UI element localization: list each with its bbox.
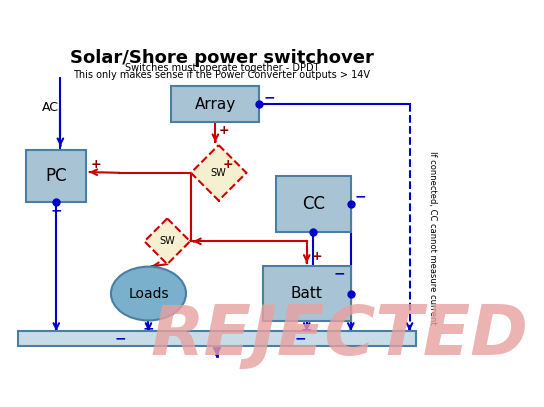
Text: +: + [223, 158, 234, 171]
Text: +: + [218, 124, 229, 137]
FancyBboxPatch shape [276, 176, 351, 232]
Text: This only makes sense if the Power Converter outputs > 14V: This only makes sense if the Power Conve… [73, 70, 370, 80]
Text: CC: CC [302, 195, 325, 213]
Polygon shape [144, 219, 190, 264]
Text: +: + [91, 158, 102, 171]
Text: Batt: Batt [291, 286, 323, 301]
Polygon shape [191, 145, 246, 201]
Text: SW: SW [159, 236, 175, 246]
Text: −: − [143, 322, 154, 336]
Text: If connected, CC cannot measure current: If connected, CC cannot measure current [428, 151, 437, 325]
Text: −: − [333, 266, 345, 280]
FancyBboxPatch shape [18, 331, 416, 346]
FancyBboxPatch shape [263, 266, 351, 321]
Text: −: − [51, 204, 62, 217]
Text: SW: SW [211, 168, 226, 178]
Text: −: − [301, 322, 313, 337]
FancyBboxPatch shape [171, 86, 259, 122]
Text: −: − [355, 190, 367, 204]
Text: −: − [294, 331, 306, 346]
Text: Loads: Loads [128, 287, 169, 300]
Text: −: − [115, 331, 127, 346]
Text: −: − [263, 90, 275, 104]
Text: REJECTED: REJECTED [151, 302, 529, 370]
FancyBboxPatch shape [26, 150, 86, 202]
Text: Solar/Shore power switchover: Solar/Shore power switchover [70, 49, 374, 67]
Text: +: + [311, 249, 322, 263]
Text: AC: AC [42, 101, 59, 114]
Text: Switches must operate together - DPDT: Switches must operate together - DPDT [125, 63, 319, 73]
Text: PC: PC [46, 167, 67, 185]
Ellipse shape [111, 267, 186, 320]
Text: Array: Array [195, 97, 236, 112]
